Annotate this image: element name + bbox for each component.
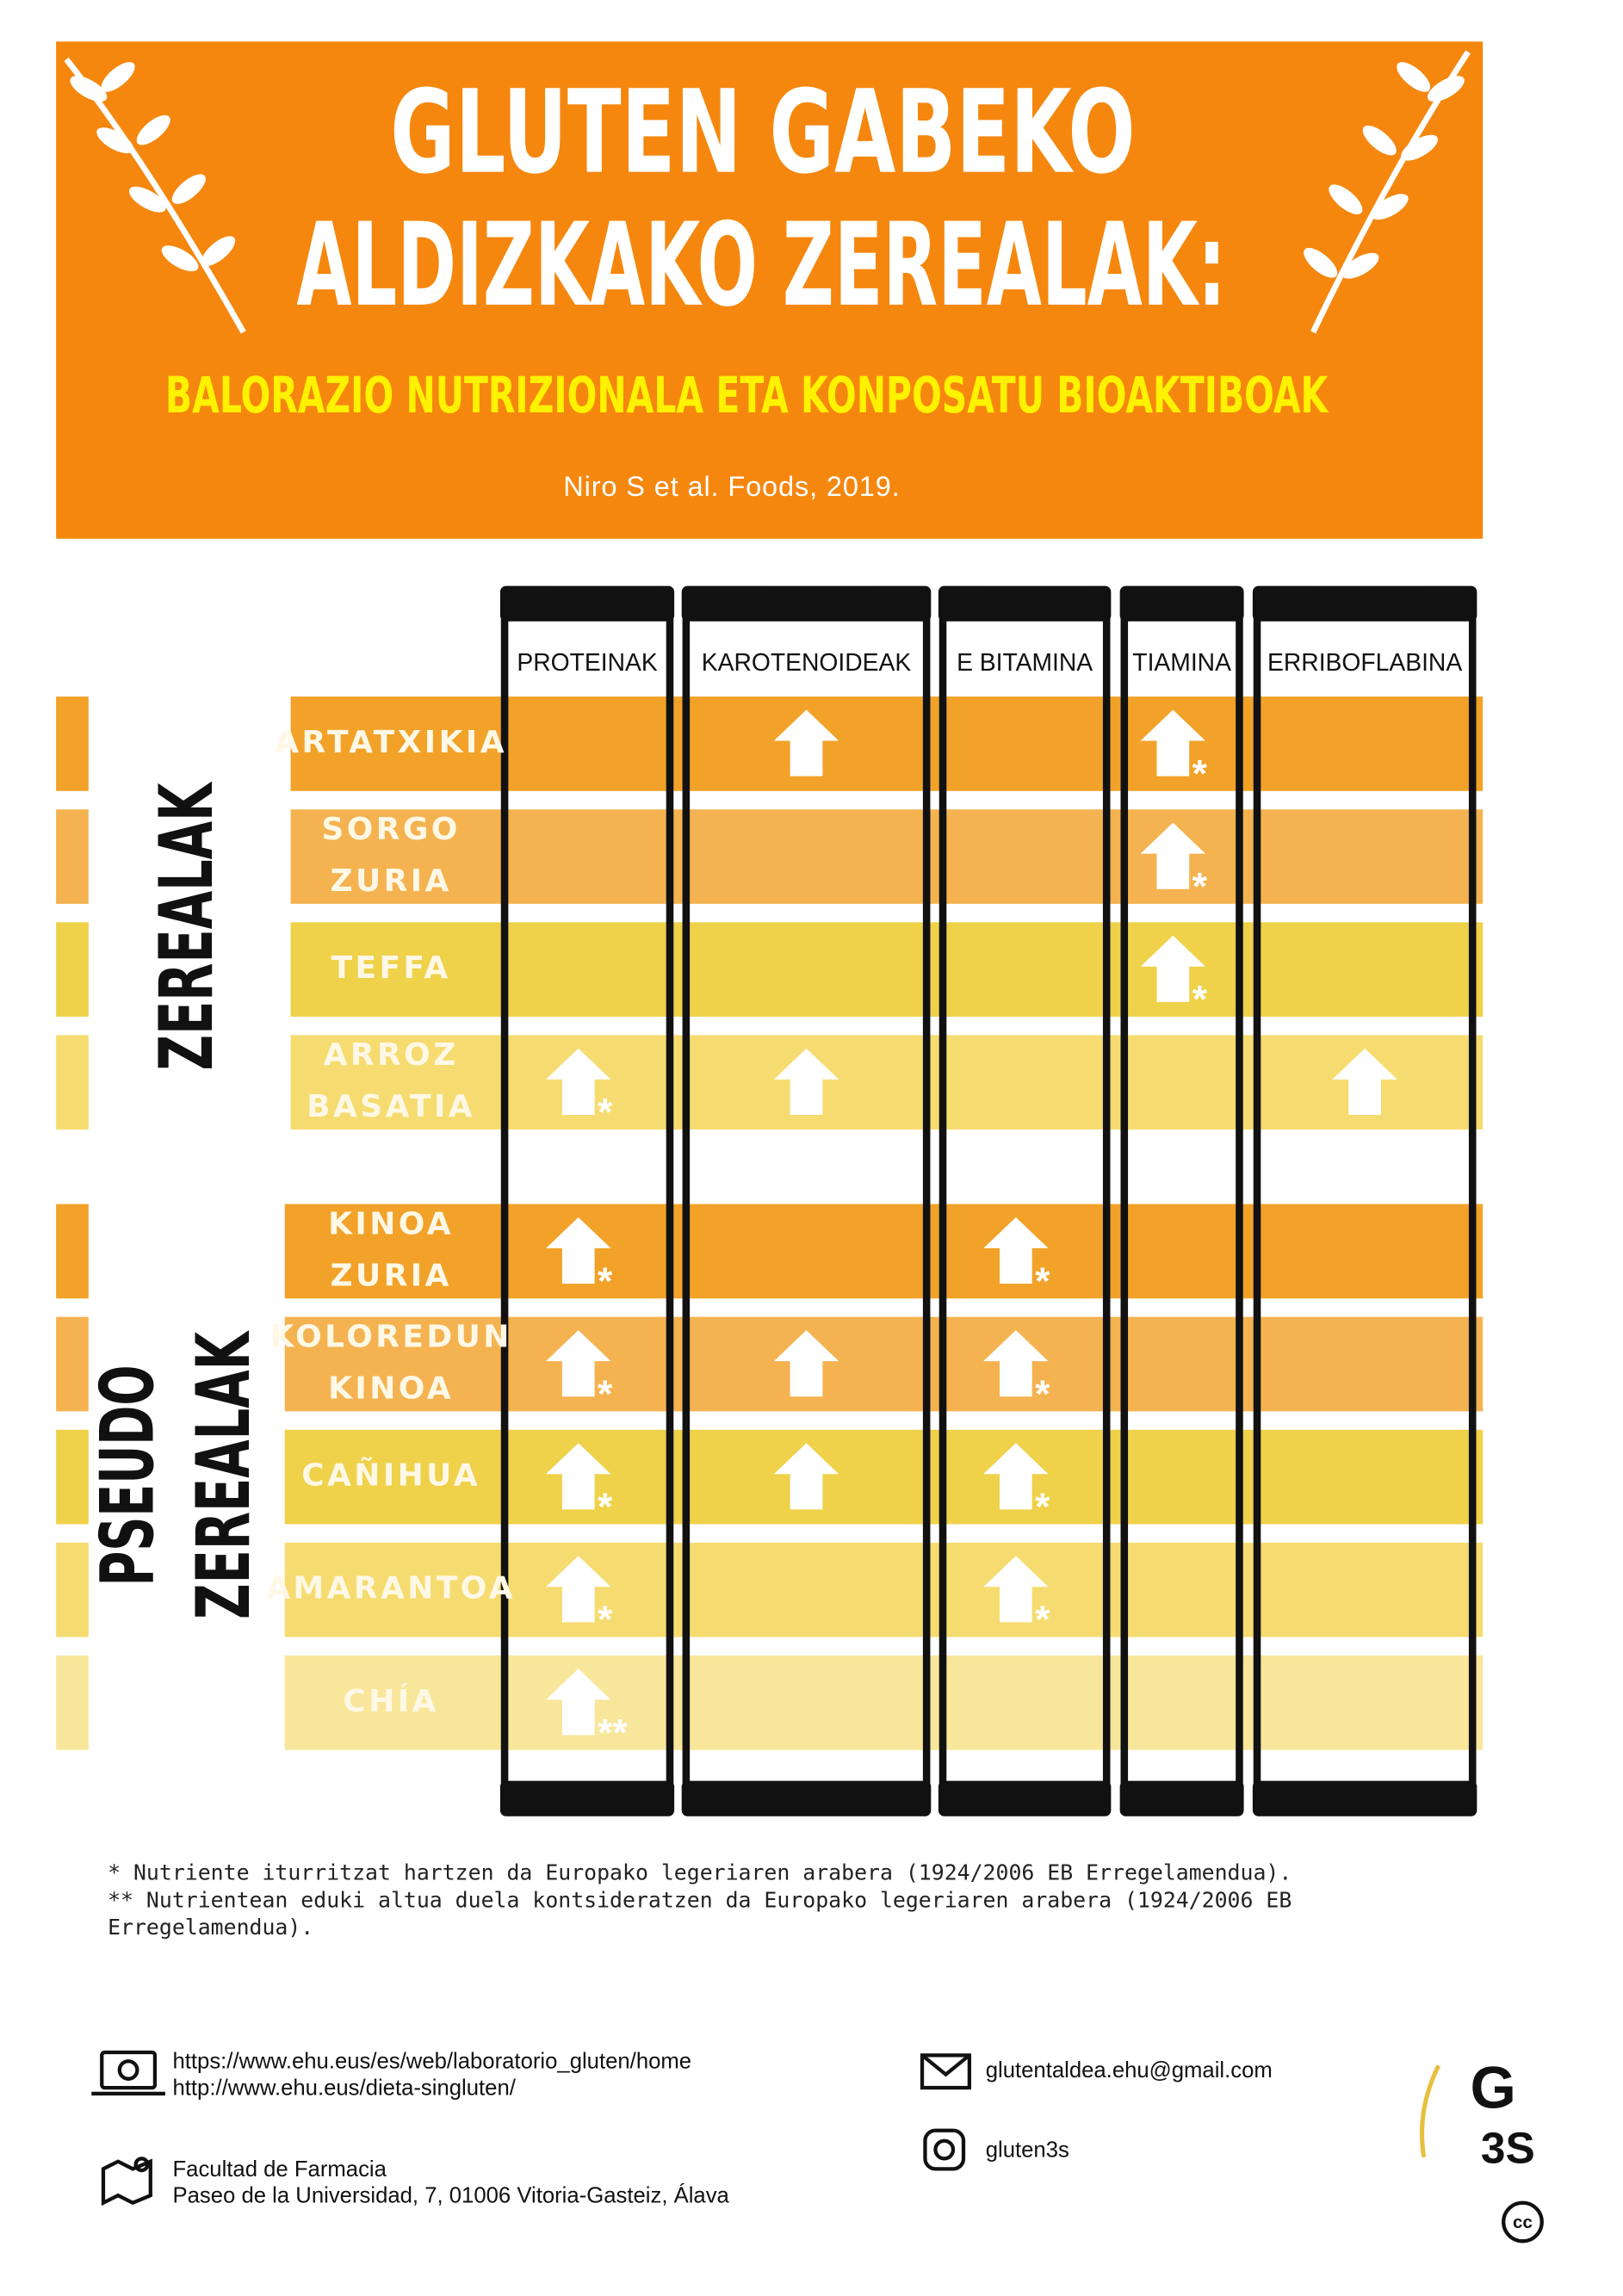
increase-arrow (1332, 1048, 1397, 1115)
column-header: TIAMINA (1132, 648, 1231, 676)
row-band (290, 809, 1484, 904)
header-banner (56, 41, 1484, 539)
note-mark: * (598, 1486, 613, 1528)
citation: Niro S et al. Foods, 2019. (563, 471, 900, 502)
increase-arrow (546, 1330, 611, 1397)
footnote-line: ** Nutrientean eduki altua duela kontsid… (108, 1887, 1292, 1912)
row-label: KOLOREDUN (269, 1320, 511, 1355)
row-band (284, 1542, 1484, 1637)
row-label: AMARANTOA (266, 1571, 516, 1606)
icons (91, 2050, 1544, 2243)
column-border (682, 601, 931, 1801)
row-marker (56, 922, 89, 1017)
note-mark: * (598, 1092, 613, 1134)
row-label: BASATIA (307, 1089, 475, 1124)
note-mark: * (598, 1260, 613, 1303)
note-mark: * (1192, 979, 1208, 1021)
row-marker (56, 696, 89, 791)
note-mark: * (1035, 1599, 1050, 1641)
row-label: ZURIA (330, 1258, 451, 1293)
email[interactable]: glutentaldea.ehu@gmail.com (986, 2058, 1273, 2082)
subtitle: BALORAZIO NUTRIZIONALA ETA KONPOSATU BIO… (165, 366, 1329, 424)
title-line: ALDIZKAKO ZEREALAK: (296, 198, 1226, 332)
increase-arrow (983, 1443, 1049, 1510)
leaf-decoration (64, 50, 1471, 334)
row-marker (56, 1429, 89, 1525)
increase-arrow (546, 1668, 611, 1736)
note-mark: ** (598, 1711, 628, 1754)
url[interactable]: https://www.ehu.eus/es/web/laboratorio_g… (172, 2050, 691, 2074)
increase-arrow (546, 1217, 611, 1284)
note-mark: * (1192, 752, 1208, 795)
title-line: GLUTEN GABEKO (390, 65, 1135, 200)
increase-arrow (773, 1048, 839, 1115)
row-marker (56, 809, 89, 904)
row-band (290, 696, 1484, 791)
row-marker (56, 1655, 89, 1750)
license: cc (1513, 2212, 1533, 2232)
row-band (284, 1316, 1484, 1412)
group-label: ZEREALAK (181, 1330, 267, 1619)
column-border (938, 601, 1111, 1801)
column-border (1120, 601, 1243, 1801)
row-label: SORGO (321, 812, 460, 847)
footnote-line: * Nutriente iturritzat hartzen da Europa… (108, 1860, 1292, 1885)
row-marker (56, 1316, 89, 1412)
table: PROTEINAK KAROTENOIDEAK E BITAMINA TIAMINA E… (56, 585, 1484, 1816)
column-header: E BITAMINA (957, 648, 1093, 676)
row-label: KINOA (328, 1206, 454, 1241)
row-label: ZURIA (330, 863, 451, 899)
row-band (284, 1204, 1484, 1299)
note-mark: * (1035, 1486, 1050, 1528)
note-mark: * (1035, 1373, 1050, 1415)
increase-arrow (983, 1330, 1049, 1397)
column-border (1253, 601, 1477, 1801)
address-line: Facultad de Farmacia (172, 2157, 387, 2182)
column-header: PROTEINAK (517, 648, 657, 676)
increase-arrow (773, 709, 839, 777)
increase-arrow (546, 1556, 611, 1623)
row-marker (56, 1542, 89, 1637)
column-border (500, 601, 674, 1801)
group-label: PSEUDO (85, 1365, 171, 1586)
increase-arrow (546, 1048, 611, 1115)
row-marker (56, 1035, 89, 1130)
footnotes: * Nutriente iturritzat hartzen da Europa… (108, 1860, 1292, 1940)
row-marker (56, 1204, 89, 1299)
increase-arrow (546, 1443, 611, 1510)
row-label: ARTATXIKIA (275, 725, 507, 760)
row-band (284, 1655, 1484, 1750)
note-mark: * (1035, 1260, 1050, 1303)
increase-arrow (773, 1443, 839, 1510)
footnote-line: Erregelamendua). (108, 1915, 313, 1940)
increase-arrow (983, 1217, 1049, 1284)
increase-arrow (983, 1556, 1049, 1623)
row-band (284, 1429, 1484, 1525)
note-mark: * (1192, 866, 1208, 908)
instagram[interactable]: gluten3s (986, 2138, 1069, 2163)
note-mark: * (598, 1373, 613, 1415)
logo-text: 3S (1481, 2122, 1535, 2172)
increase-arrow (773, 1330, 839, 1397)
group-label: ZEREALAK (144, 782, 230, 1071)
url[interactable]: http://www.ehu.eus/dieta-singluten/ (172, 2076, 516, 2101)
row-label: KINOA (328, 1371, 454, 1407)
logo: G 3S (1419, 2054, 1535, 2172)
address-line: Paseo de la Universidad, 7, 01006 Vitori… (172, 2183, 729, 2208)
row-label: ARROZ (324, 1037, 459, 1073)
row-label: CHÍA (343, 1683, 438, 1719)
logo-text: G (1471, 2054, 1516, 2120)
row-band (290, 1035, 1484, 1130)
column-header: KAROTENOIDEAK (702, 648, 912, 676)
note-mark: * (598, 1599, 613, 1641)
column-header: ERRIBOFLABINA (1267, 648, 1462, 676)
row-band (290, 922, 1484, 1017)
row-label: TEFFA (331, 950, 451, 986)
row-label: CAÑIHUA (301, 1457, 480, 1494)
